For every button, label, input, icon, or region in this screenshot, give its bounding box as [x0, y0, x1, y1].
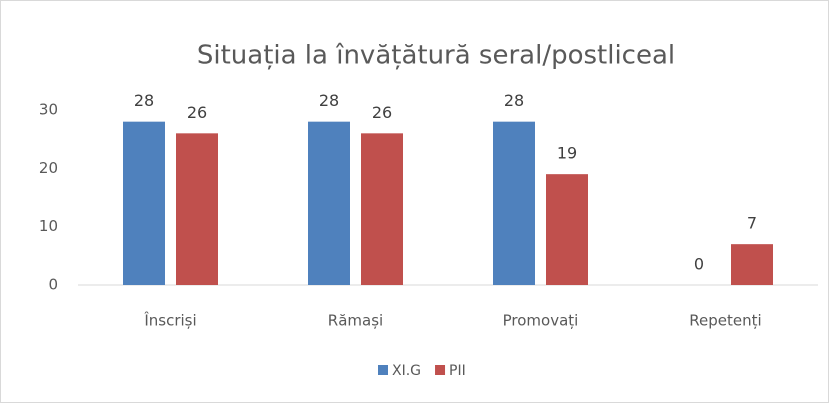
value-label: 28: [134, 91, 154, 110]
chart-title: Situația la învățătură seral/postliceal: [197, 41, 675, 71]
value-label: 19: [557, 144, 577, 163]
x-tick-label: Repetenți: [689, 312, 761, 330]
legend-swatch: [435, 365, 446, 375]
x-tick-label: Rămași: [328, 312, 383, 330]
legend-swatch: [378, 365, 388, 375]
y-tick-label: 0: [48, 276, 58, 294]
value-label: 0: [694, 255, 704, 274]
bar: [546, 174, 588, 285]
bar: [123, 121, 165, 286]
bar: [308, 121, 350, 286]
legend-label: XI.G: [392, 363, 421, 379]
value-label: 28: [319, 91, 339, 110]
y-tick-label: 30: [39, 101, 58, 119]
bar: [493, 121, 535, 286]
y-tick-label: 10: [39, 217, 58, 235]
bar: [361, 133, 403, 285]
value-label: 26: [372, 103, 392, 122]
bar: [731, 244, 773, 285]
legend-label: PII: [449, 363, 466, 379]
value-label: 7: [747, 214, 757, 233]
bar: [176, 133, 218, 285]
x-tick-label: Înscriși: [143, 311, 196, 330]
y-tick-label: 20: [39, 159, 58, 177]
value-label: 28: [504, 91, 524, 110]
x-tick-label: Promovați: [503, 312, 579, 330]
value-label: 26: [187, 103, 207, 122]
